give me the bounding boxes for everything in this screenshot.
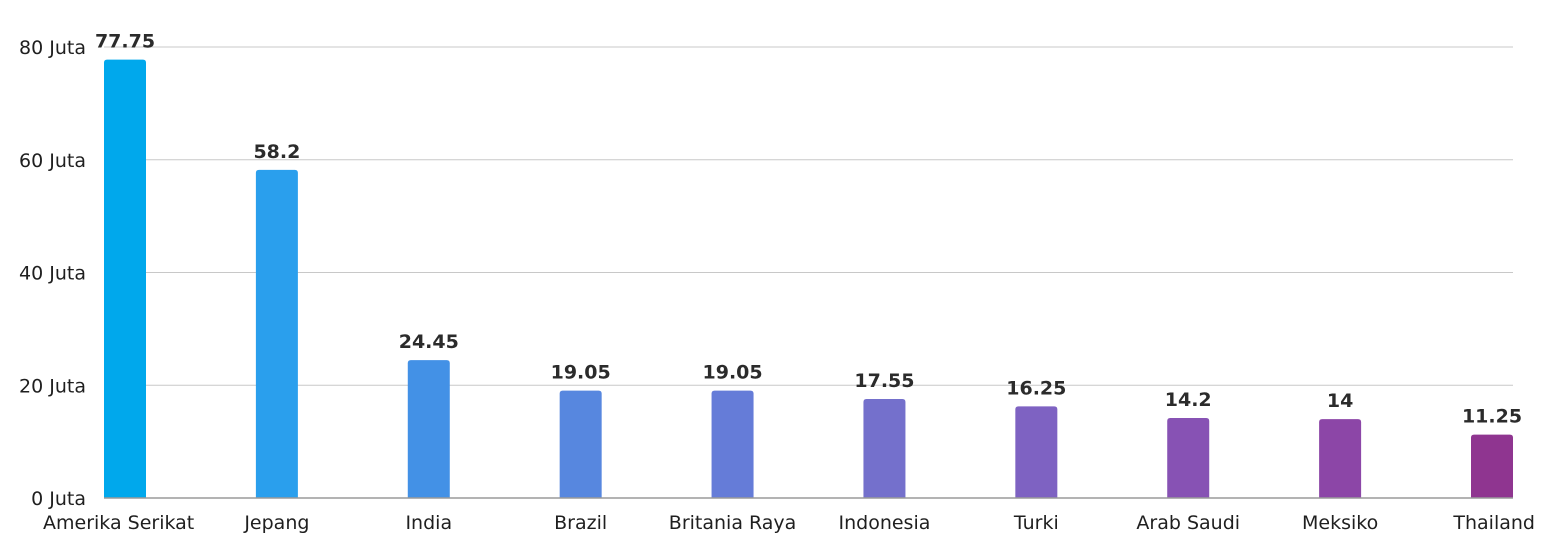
bar (104, 59, 146, 498)
data-label: 11.25 (1462, 406, 1522, 428)
data-label: 14.2 (1165, 389, 1212, 411)
bar (1015, 406, 1058, 498)
y-axis-tick-labels: 0 Juta 20 Juta 40 Juta 60 Juta 80 Juta (19, 37, 86, 510)
x-category-label: Turki (1013, 512, 1059, 534)
data-label: 16.25 (1006, 377, 1066, 399)
x-category-label: India (405, 512, 452, 534)
y-tick-label: 60 Juta (19, 150, 86, 172)
x-category-label: Britania Raya (669, 512, 797, 534)
y-tick-label: 80 Juta (19, 37, 86, 59)
data-label: 58.2 (253, 141, 300, 163)
x-category-label: Arab Saudi (1136, 512, 1240, 534)
x-category-label: Thailand (1452, 512, 1535, 534)
data-label: 24.45 (399, 331, 459, 353)
y-tick-label: 20 Juta (19, 375, 86, 397)
x-category-label: Indonesia (838, 512, 930, 534)
bar (255, 169, 298, 498)
bar (1319, 419, 1362, 498)
data-label: 19.05 (703, 362, 763, 384)
data-label: 77.75 (95, 31, 155, 53)
data-label: 14 (1327, 390, 1353, 412)
data-label: 19.05 (551, 362, 611, 384)
x-category-label: Jepang (243, 512, 309, 534)
gridlines (104, 46, 1513, 386)
data-label: 17.55 (854, 370, 914, 392)
x-category-label: Brazil (554, 512, 607, 534)
x-axis-category-labels: Amerika Serikat Jepang India Brazil Britania… (43, 512, 1535, 534)
y-tick-label: 0 Juta (31, 488, 86, 510)
bar (559, 390, 602, 498)
data-labels: 77.75 58.2 24.45 19.05 19.05 17.55 16.25 14.2 14… (95, 31, 1522, 428)
bar (711, 390, 754, 498)
bar (1167, 417, 1210, 498)
bars (104, 59, 1513, 498)
y-tick-label: 40 Juta (19, 263, 86, 285)
x-category-label: Amerika Serikat (43, 512, 194, 534)
bar (1471, 434, 1513, 498)
bar (407, 360, 450, 498)
x-category-label: Meksiko (1302, 512, 1378, 534)
bar (863, 399, 906, 498)
